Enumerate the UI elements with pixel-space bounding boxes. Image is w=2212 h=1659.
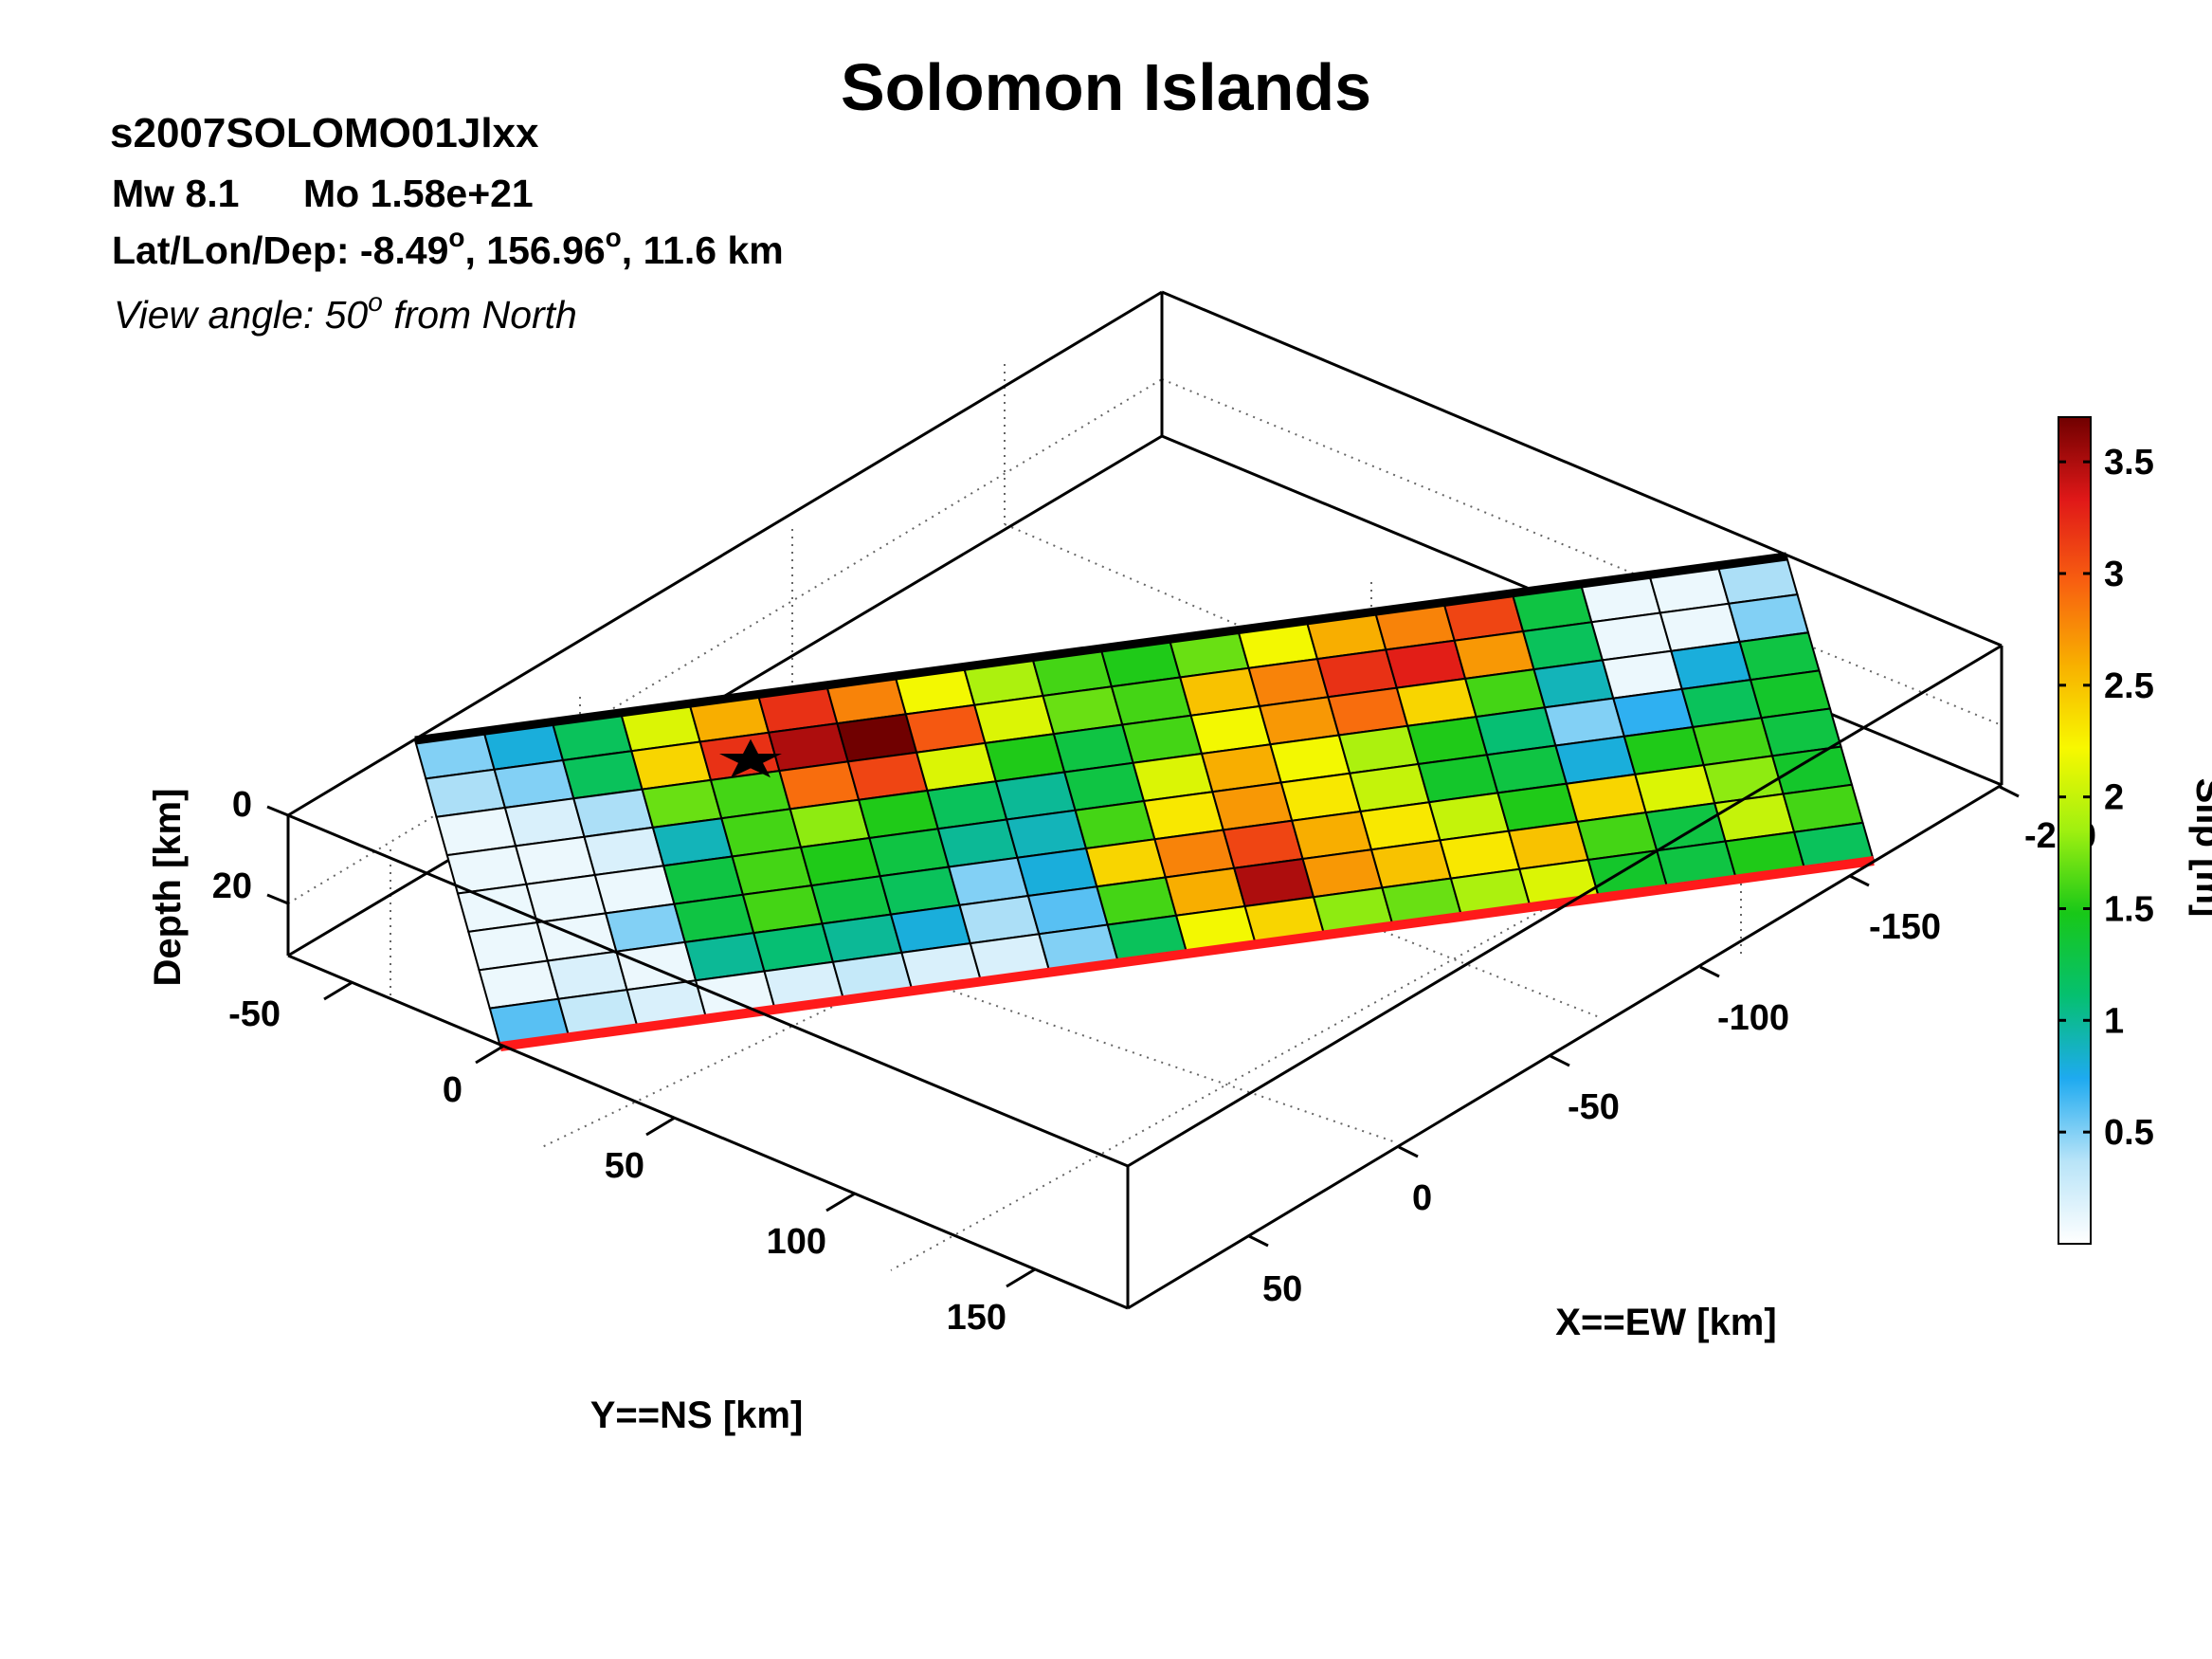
degree-mark-lat: o: [448, 223, 464, 252]
location-lon: , 156.96: [464, 228, 605, 272]
event-id: s2007SOLOMO01Jlxx: [110, 110, 539, 156]
view-angle-suffix: from North: [383, 293, 577, 337]
colorbar-tick-label: 2: [2104, 778, 2124, 818]
colorbar: [2058, 416, 2092, 1245]
moment-text: Mo 1.58e+21: [303, 172, 534, 215]
chart-title: Solomon Islands: [841, 50, 1371, 124]
colorbar-tick-label: 0.5: [2104, 1113, 2154, 1153]
magnitude-text: Mw 8.1: [112, 172, 239, 215]
colorbar-tick-label: 3: [2104, 555, 2124, 594]
x-tick-label: -50: [1568, 1087, 1620, 1127]
fault-top-edge: [414, 552, 1787, 745]
x-tick-label: 50: [1262, 1269, 1302, 1309]
fault-plane: [413, 555, 1876, 1048]
degree-mark-lon: o: [606, 223, 622, 252]
y-tick-label: 0: [443, 1070, 462, 1110]
y-tick-label: 50: [605, 1146, 644, 1186]
x-axis-label: X==EW [km]: [1555, 1302, 1776, 1343]
view-angle-prefix: View angle: 50: [114, 293, 368, 337]
x-tick-label: 0: [1412, 1178, 1432, 1218]
colorbar-ticks: 0.5 1 1.5 2 2.5 3 3.5: [2058, 443, 2154, 1153]
colorbar-tick-label: 1: [2104, 1001, 2124, 1041]
colorbar-tick-label: 2.5: [2104, 666, 2154, 706]
location-text: Lat/Lon/Dep: -8.49o, 156.96o, 11.6 km: [112, 223, 784, 272]
tick-marks: [266, 785, 2020, 1288]
view-angle-degree: o: [368, 287, 383, 317]
y-tick-label: 100: [767, 1222, 826, 1262]
x-tick-label: -100: [1717, 998, 1789, 1038]
fault-bottom-edge: [499, 856, 1875, 1051]
colorbar-tick-label: 3.5: [2104, 443, 2154, 483]
y-tick-label: 150: [947, 1298, 1006, 1338]
z-axis-label: Depth [km]: [147, 789, 189, 987]
x-tick-label: -150: [1869, 907, 1941, 947]
z-tick-label: 0: [232, 785, 252, 825]
location-depth: , 11.6 km: [622, 228, 784, 272]
hypocenter-star-icon: [719, 738, 782, 778]
plot-box-front-edges: [287, 644, 2003, 1310]
z-tick-label: 20: [212, 866, 252, 906]
y-axis-label: Y==NS [km]: [590, 1395, 804, 1436]
y-tick-label: -50: [228, 994, 281, 1034]
colorbar-tick-label: 1.5: [2104, 889, 2154, 929]
location-lat: Lat/Lon/Dep: -8.49: [112, 228, 448, 272]
colorbar-label: Slip [m]: [2188, 778, 2212, 918]
view-angle-text: View angle: 50o from North: [114, 287, 577, 337]
